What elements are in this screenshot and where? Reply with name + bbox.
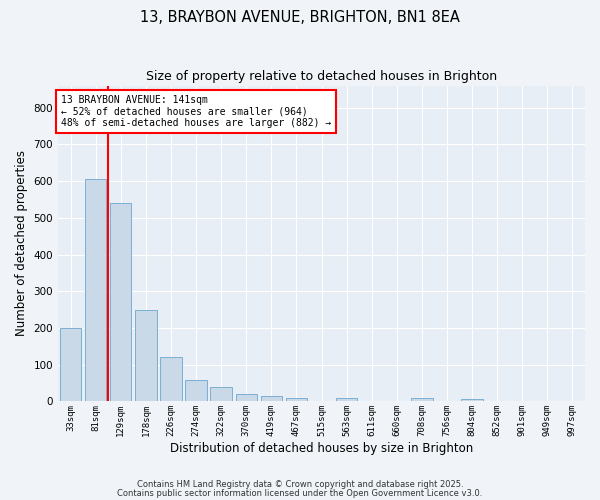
Bar xyxy=(185,380,207,402)
Text: 13, BRAYBON AVENUE, BRIGHTON, BN1 8EA: 13, BRAYBON AVENUE, BRIGHTON, BN1 8EA xyxy=(140,10,460,25)
Text: 13 BRAYBON AVENUE: 141sqm
← 52% of detached houses are smaller (964)
48% of semi: 13 BRAYBON AVENUE: 141sqm ← 52% of detac… xyxy=(61,95,331,128)
Bar xyxy=(160,358,182,402)
Bar xyxy=(336,398,357,402)
Bar xyxy=(60,328,81,402)
X-axis label: Distribution of detached houses by size in Brighton: Distribution of detached houses by size … xyxy=(170,442,473,455)
Bar xyxy=(461,399,483,402)
Bar xyxy=(135,310,157,402)
Text: Contains public sector information licensed under the Open Government Licence v3: Contains public sector information licen… xyxy=(118,488,482,498)
Bar xyxy=(211,388,232,402)
Bar xyxy=(286,398,307,402)
Y-axis label: Number of detached properties: Number of detached properties xyxy=(15,150,28,336)
Bar xyxy=(236,394,257,402)
Text: Contains HM Land Registry data © Crown copyright and database right 2025.: Contains HM Land Registry data © Crown c… xyxy=(137,480,463,489)
Bar xyxy=(110,203,131,402)
Bar xyxy=(85,179,106,402)
Bar xyxy=(260,396,282,402)
Title: Size of property relative to detached houses in Brighton: Size of property relative to detached ho… xyxy=(146,70,497,83)
Bar xyxy=(411,398,433,402)
